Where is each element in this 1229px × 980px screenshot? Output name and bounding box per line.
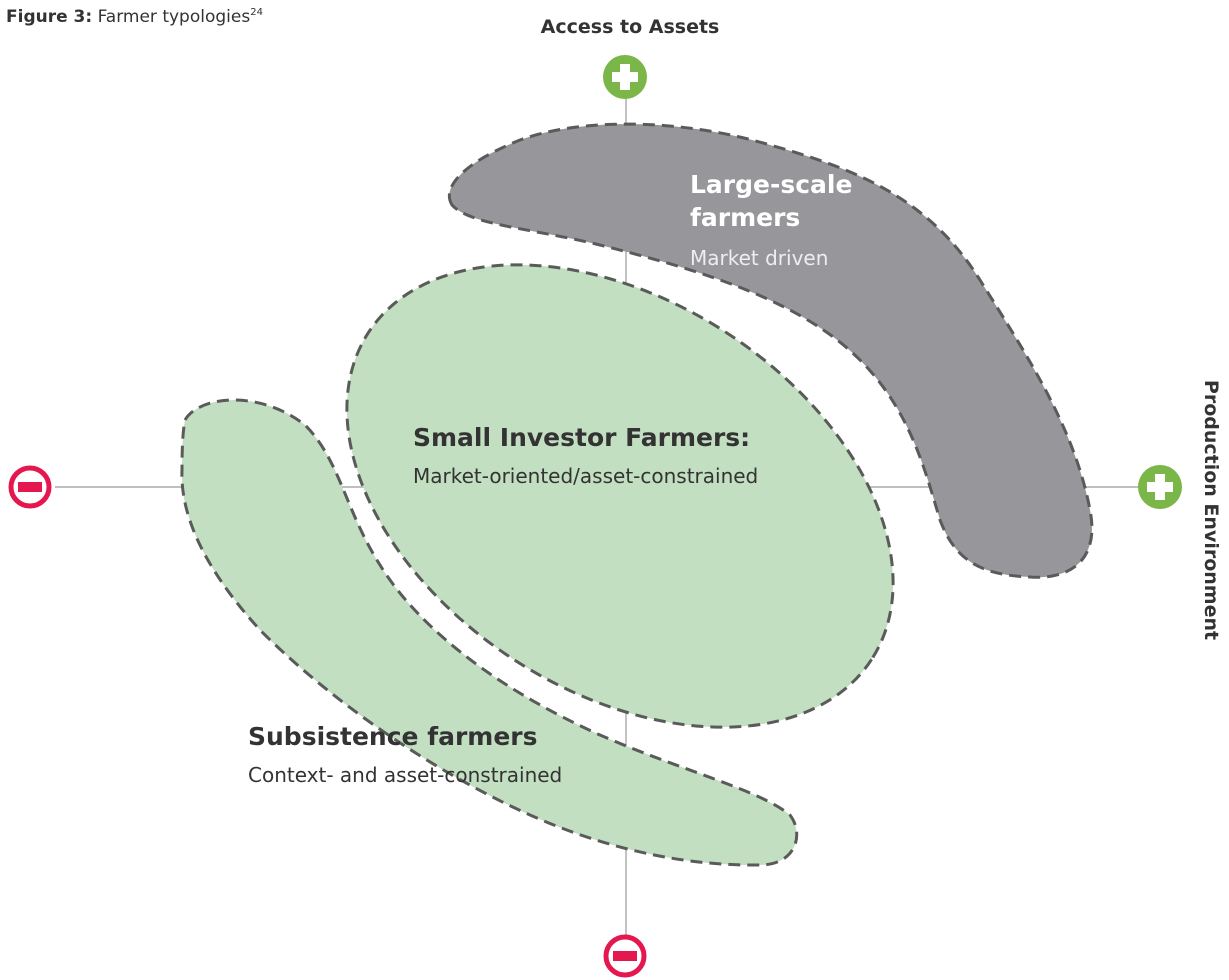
figure-caption: Figure 3: Farmer typologies24 xyxy=(6,7,263,27)
subsistence-region xyxy=(180,398,799,867)
group-title: Small Investor Farmers: xyxy=(413,423,750,452)
group-subtitle: Market-oriented/asset-constrained xyxy=(413,464,758,488)
group-title: Large-scale xyxy=(690,170,852,199)
small-investor-region xyxy=(345,263,895,729)
group-title: Subsistence farmers xyxy=(248,722,538,751)
figure-note: 24 xyxy=(250,7,263,18)
plus-icon-top xyxy=(603,55,647,99)
vertical-axis-label: Access to Assets xyxy=(541,16,720,38)
figure-title: Farmer typologies xyxy=(98,7,251,27)
large-scale-region xyxy=(447,122,1094,579)
figure-label: Figure 3: xyxy=(6,7,92,27)
group-subtitle: Market driven xyxy=(690,246,828,270)
group-subtitle: Context- and asset-constrained xyxy=(248,763,562,787)
plus-icon-right xyxy=(1138,465,1182,509)
minus-icon-bottom xyxy=(603,934,647,978)
group-title: farmers xyxy=(690,203,800,232)
minus-icon-left xyxy=(8,465,52,509)
horizontal-axis-label: Production Environment xyxy=(1200,380,1222,640)
